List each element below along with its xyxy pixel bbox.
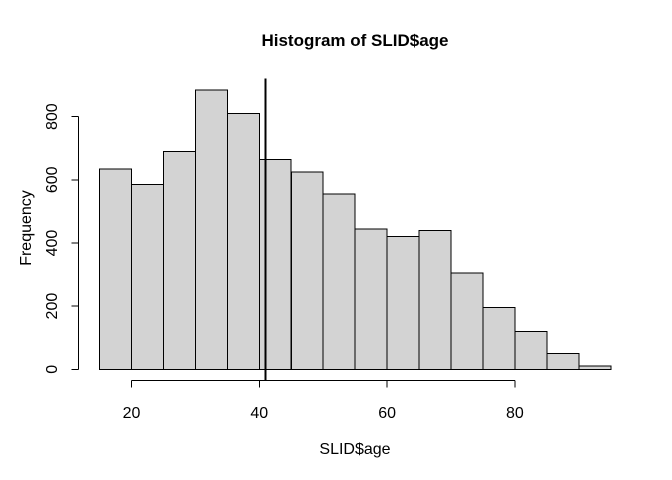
y-tick-label: 600 (44, 166, 61, 193)
histogram-bar (226, 113, 260, 370)
x-axis: 20 40 60 80 (123, 380, 524, 422)
histogram-bar (482, 307, 516, 370)
y-tick-label: 400 (44, 230, 61, 257)
y-axis: 0 200 400 600 800 (44, 103, 79, 374)
y-tick-label: 0 (44, 365, 61, 374)
y-tick-label: 800 (44, 103, 61, 130)
histogram-bar (386, 236, 420, 370)
histogram-bar (578, 365, 612, 370)
histogram-bar (99, 168, 132, 370)
histogram-bar (450, 272, 484, 370)
y-axis-title: Frequency (18, 190, 35, 266)
x-tick-label: 20 (123, 405, 141, 422)
histogram-bar (418, 229, 452, 370)
histogram-bar (354, 228, 388, 370)
histogram-bar (162, 150, 196, 370)
histogram-bar (258, 158, 292, 370)
histogram-bar (514, 330, 548, 370)
histogram-bar (322, 193, 356, 370)
chart-title: Histogram of SLID$age (261, 31, 448, 50)
x-axis-title: SLID$age (319, 441, 390, 458)
histogram-bar (546, 353, 580, 370)
histogram-bars (99, 89, 612, 370)
histogram-bar (194, 89, 228, 370)
x-tick-label: 80 (506, 405, 524, 422)
x-tick-label: 60 (378, 405, 396, 422)
histogram-bar (290, 171, 324, 370)
x-tick-label: 40 (250, 405, 268, 422)
y-tick-label: 200 (44, 293, 61, 320)
histogram-bar (131, 184, 164, 370)
